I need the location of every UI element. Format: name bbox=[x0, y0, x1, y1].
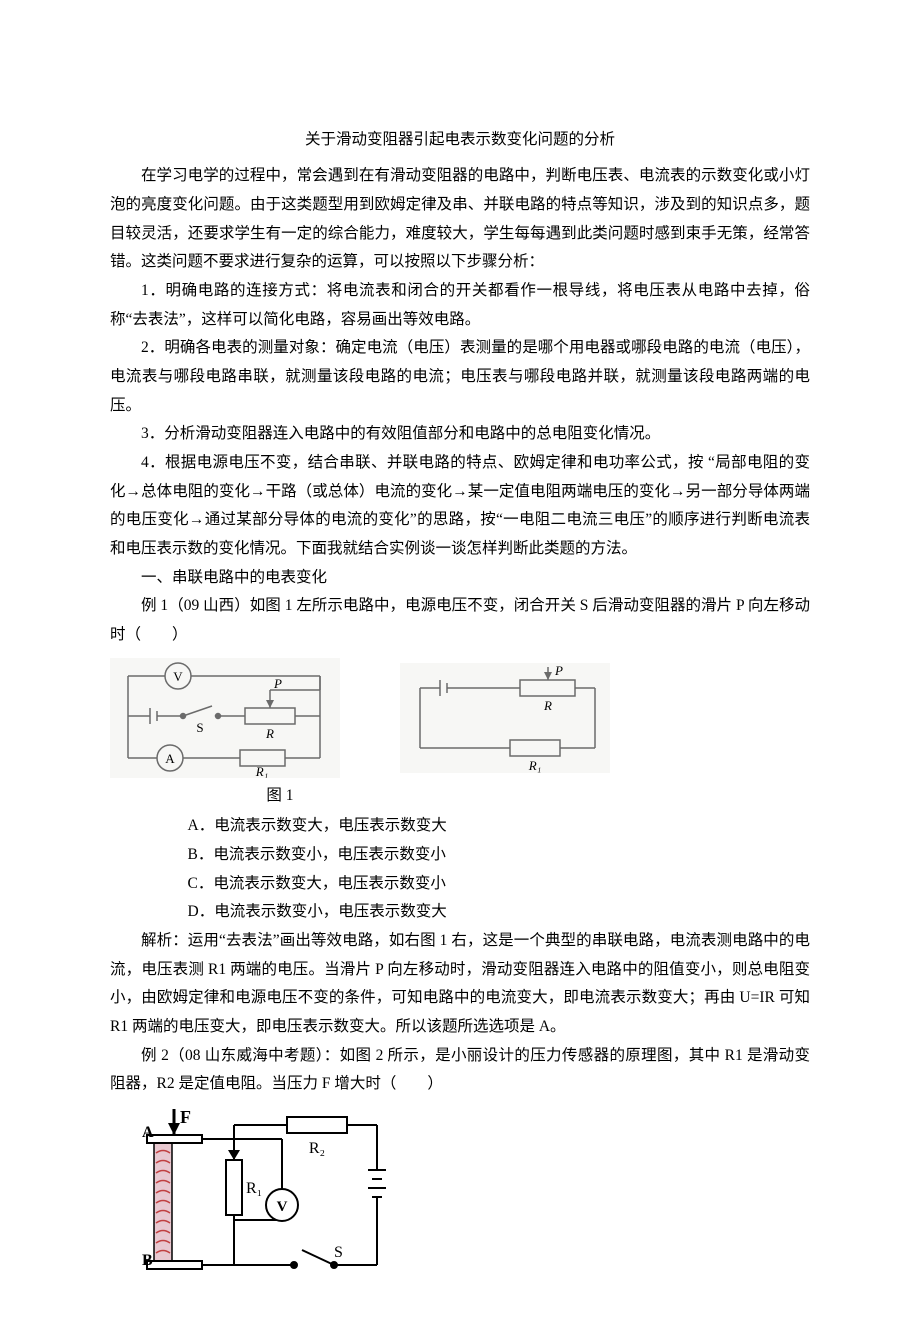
figure-1-caption: 图 1 bbox=[110, 782, 450, 811]
option-c: C．电流表示数变大，电压表示数变小 bbox=[188, 870, 811, 899]
voltmeter-label-2: V bbox=[277, 1199, 288, 1215]
r1-label-r: R₁ bbox=[528, 758, 541, 773]
slider-label-r: P bbox=[554, 663, 563, 678]
force-label: F bbox=[180, 1107, 191, 1127]
section-1-heading: 一、串联电路中的电表变化 bbox=[110, 564, 810, 593]
rheostat-label-r: R bbox=[543, 698, 552, 713]
example-1-stem: 例 1（09 山西）如图 1 左所示电路中，电源电压不变，闭合开关 S 后滑动变… bbox=[110, 592, 810, 649]
figure-1-right: P R R₁ bbox=[400, 663, 610, 773]
switch-label: S bbox=[196, 720, 203, 735]
step-1: 1．明确电路的连接方式：将电流表和闭合的开关都看作一根导线，将电压表从电路中去掉… bbox=[110, 277, 810, 334]
voltmeter-label: V bbox=[173, 669, 183, 684]
step-3: 3．分析滑动变阻器连入电路中的有效阻值部分和电路中的总电阻变化情况。 bbox=[110, 420, 810, 449]
page-title: 关于滑动变阻器引起电表示数变化问题的分析 bbox=[110, 126, 810, 155]
option-b: B．电流表示数变小，电压表示数变小 bbox=[188, 841, 811, 870]
option-d: D．电流表示数变小，电压表示数变大 bbox=[188, 898, 811, 927]
plate-b-label: B bbox=[142, 1252, 153, 1269]
plate-a-label: A bbox=[142, 1124, 154, 1141]
switch-label-2: S bbox=[334, 1244, 343, 1261]
figure-1-left: V A S P R R₁ bbox=[110, 658, 340, 778]
r2-label: R₂ bbox=[309, 1140, 325, 1157]
step-4: 4．根据电源电压不变，结合串联、并联电路的特点、欧姆定律和电功率公式，按 “局部… bbox=[110, 449, 810, 564]
figure-2: F A B R₁ R₂ V S bbox=[142, 1105, 397, 1280]
example-2-stem: 例 2（08 山东威海中考题）：如图 2 所示，是小丽设计的压力传感器的原理图，… bbox=[110, 1042, 810, 1099]
intro-paragraph: 在学习电学的过程中，常会遇到在有滑动变阻器的电路中，判断电压表、电流表的示数变化… bbox=[110, 162, 810, 277]
example-1-analysis: 解析：运用“去表法”画出等效电路，如右图 1 右，这是一个典型的串联电路，电流表… bbox=[110, 927, 810, 1042]
option-a: A．电流表示数变大，电压表示数变大 bbox=[188, 812, 811, 841]
document-page: 关于滑动变阻器引起电表示数变化问题的分析 在学习电学的过程中，常会遇到在有滑动变… bbox=[0, 0, 920, 1341]
figure-2-wrap: F A B R₁ R₂ V S bbox=[142, 1105, 810, 1291]
r1-label: R₁ bbox=[255, 764, 268, 778]
ammeter-label: A bbox=[165, 751, 175, 766]
rheostat-label: R bbox=[265, 726, 274, 741]
r1-label-2: R₁ bbox=[246, 1180, 262, 1197]
figure-1-row: V A S P R R₁ bbox=[110, 658, 810, 778]
example-1-options: A．电流表示数变大，电压表示数变大 B．电流表示数变小，电压表示数变小 C．电流… bbox=[110, 812, 810, 927]
slider-label: P bbox=[273, 676, 282, 691]
step-2: 2．明确各电表的测量对象：确定电流（电压）表测量的是哪个用电器或哪段电路的电流（… bbox=[110, 334, 810, 420]
